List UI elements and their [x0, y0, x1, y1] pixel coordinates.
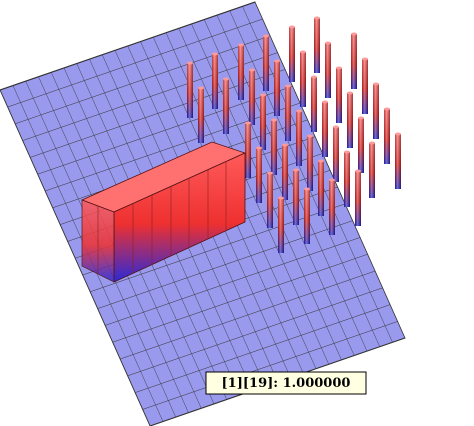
- tooltip-box: [205, 371, 367, 395]
- tooltip: [1][19]: 1.000000: [205, 371, 367, 395]
- block: [80, 141, 247, 283]
- tooltip-text: [1][19]: 1.000000: [222, 376, 351, 391]
